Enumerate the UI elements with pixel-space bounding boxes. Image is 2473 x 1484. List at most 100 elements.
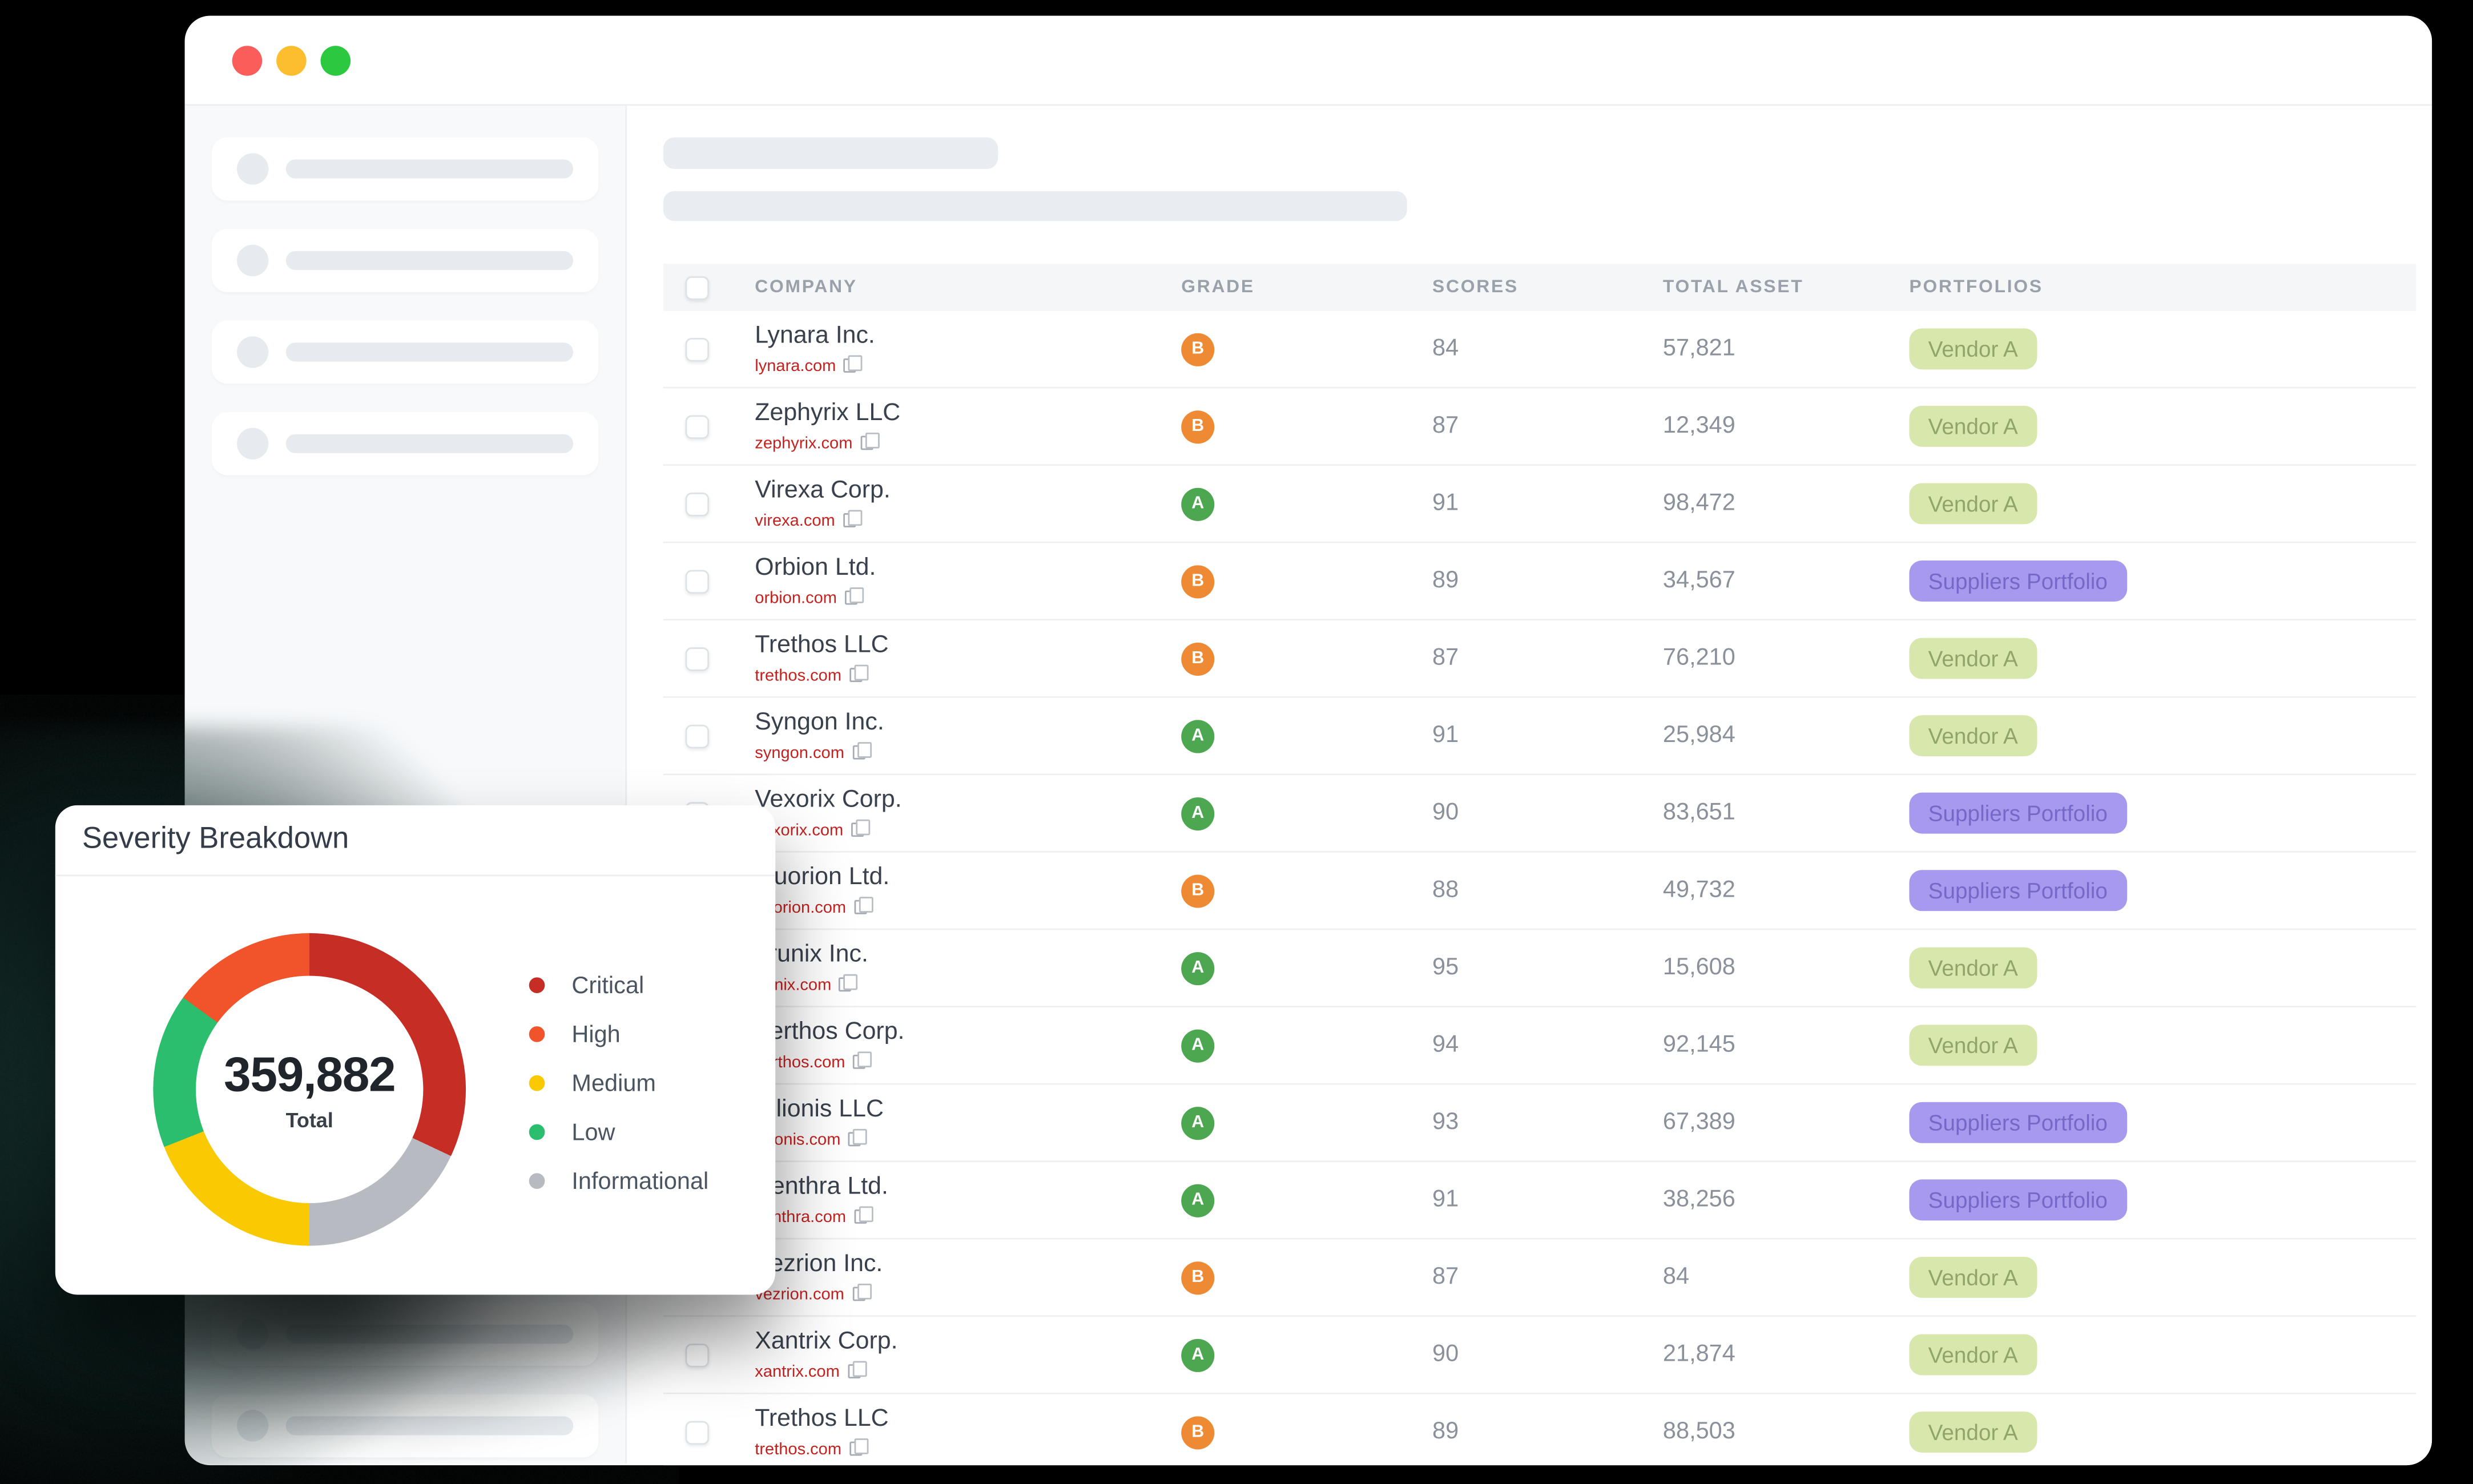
portfolio-badge: Vendor A xyxy=(1909,715,2037,757)
company-domain-link[interactable]: orbion.com xyxy=(755,588,837,607)
sidebar-skeleton-item xyxy=(211,412,599,475)
portfolio-badge: Suppliers Portfolio xyxy=(1909,1101,2127,1144)
portfolio-badge: Vendor A xyxy=(1909,1410,2037,1454)
column-header-grade[interactable]: GRADE xyxy=(1181,277,1255,297)
table-row[interactable]: Syngon Inc. syngon.com A 91 25,984 Vendo… xyxy=(663,697,2416,776)
score-value: 93 xyxy=(1432,1108,1459,1135)
score-value: 95 xyxy=(1432,953,1459,981)
row-checkbox[interactable] xyxy=(685,491,710,516)
legend-dot-icon xyxy=(529,1026,545,1042)
row-checkbox[interactable] xyxy=(685,569,710,593)
company-domain-link[interactable]: virexa.com xyxy=(755,510,835,530)
table-row[interactable]: Trunix Inc. trunix.com A 95 15,608 Vendo… xyxy=(663,930,2416,1007)
copy-icon[interactable] xyxy=(860,433,880,451)
copy-icon[interactable] xyxy=(851,820,871,837)
company-name: Orbion Ltd. xyxy=(755,554,876,581)
row-checkbox[interactable] xyxy=(685,646,710,671)
table-row[interactable]: Xantrix Corp. xantrix.com A 90 21,874 Ve… xyxy=(663,1317,2416,1394)
copy-icon[interactable] xyxy=(853,897,873,915)
sidebar-skeleton-item xyxy=(211,137,599,201)
company-domain-link[interactable]: trethos.com xyxy=(755,665,842,685)
company-domain-link[interactable]: syngon.com xyxy=(755,743,844,762)
grade-badge: B xyxy=(1181,332,1215,366)
legend-label: Low xyxy=(571,1118,615,1146)
column-header-company[interactable]: COMPANY xyxy=(755,277,857,297)
portfolio-badge: Vendor A xyxy=(1909,1024,2037,1067)
table-row[interactable]: Vilionis LLC vilionis.com A 93 67,389 Su… xyxy=(663,1084,2416,1162)
zoom-button[interactable] xyxy=(320,45,351,75)
company-domain-link[interactable]: trethos.com xyxy=(755,1439,842,1458)
window-body: COMPANY GRADE SCORES TOTAL ASSET PORTFOL… xyxy=(184,106,2432,1466)
copy-icon[interactable] xyxy=(843,510,862,528)
row-checkbox[interactable] xyxy=(685,414,710,438)
table-row[interactable]: Trethos LLC trethos.com B 87 76,210 Vend… xyxy=(663,620,2416,698)
company-name: Xenthra Ltd. xyxy=(755,1173,888,1200)
table-row[interactable]: Vexorix Corp. vexorix.com A 90 83,651 Su… xyxy=(663,775,2416,853)
table-row[interactable]: Lynara Inc. lynara.com B 84 57,821 Vendo… xyxy=(663,310,2416,389)
severity-card-title: Severity Breakdown xyxy=(82,822,349,856)
grade-badge: B xyxy=(1181,874,1215,908)
severity-donut-chart: 359,882 Total xyxy=(153,933,466,1246)
copy-icon[interactable] xyxy=(849,1438,869,1457)
donut-center: 359,882 Total xyxy=(196,975,424,1203)
grade-badge: A xyxy=(1181,1106,1215,1139)
table-row[interactable]: Virexa Corp. virexa.com A 91 98,472 Vend… xyxy=(663,466,2416,543)
copy-icon[interactable] xyxy=(853,1052,872,1070)
copy-icon[interactable] xyxy=(847,1361,867,1379)
table-row[interactable]: Orbion Ltd. orbion.com B 89 34,567 Suppl… xyxy=(663,543,2416,621)
skeleton-circle xyxy=(236,428,269,459)
table-row[interactable]: Vezrion Inc. vezrion.com B 87 84 Vendor … xyxy=(663,1239,2416,1317)
copy-icon[interactable] xyxy=(844,587,864,606)
page-title-skeleton xyxy=(663,137,998,169)
copy-icon[interactable] xyxy=(848,1129,868,1147)
copy-icon[interactable] xyxy=(844,356,863,373)
legend-dot-icon xyxy=(529,1173,545,1189)
legend-item: High xyxy=(529,1018,709,1050)
table-row[interactable]: Zephyrix LLC zephyrix.com B 87 12,349 Ve… xyxy=(663,388,2416,466)
total-asset-value: 98,472 xyxy=(1662,489,1735,517)
traffic-lights xyxy=(232,45,351,75)
select-all-checkbox[interactable] xyxy=(685,275,710,300)
total-asset-value: 84 xyxy=(1662,1263,1690,1291)
minimize-button[interactable] xyxy=(276,45,307,75)
portfolio-badge: Vendor A xyxy=(1909,1333,2037,1376)
column-header-portfolios[interactable]: PORTFOLIOS xyxy=(1909,277,2043,297)
copy-icon[interactable] xyxy=(852,742,871,760)
table-row[interactable]: Verthos Corp. verthos.com A 94 92,145 Ve… xyxy=(663,1007,2416,1085)
copy-icon[interactable] xyxy=(839,974,859,992)
sidebar-skeleton-item xyxy=(211,229,599,292)
grade-badge: B xyxy=(1181,1260,1215,1294)
total-asset-value: 67,389 xyxy=(1662,1108,1735,1135)
row-checkbox[interactable] xyxy=(685,724,710,748)
table-row[interactable]: Quorion Ltd. quorion.com B 88 49,732 Sup… xyxy=(663,852,2416,930)
company-domain-link[interactable]: lynara.com xyxy=(755,356,836,375)
skeleton-bar xyxy=(285,434,574,453)
column-header-total-asset[interactable]: TOTAL ASSET xyxy=(1662,277,1804,297)
table-row[interactable]: Trethos LLC trethos.com B 89 88,503 Vend… xyxy=(663,1394,2416,1466)
company-domain-link[interactable]: xantrix.com xyxy=(755,1361,840,1381)
legend-label: Informational xyxy=(571,1167,709,1195)
copy-icon[interactable] xyxy=(852,1284,871,1302)
company-name: Quorion Ltd. xyxy=(755,864,890,891)
company-domain-link[interactable]: vezrion.com xyxy=(755,1284,844,1304)
titlebar xyxy=(184,15,2432,106)
row-checkbox[interactable] xyxy=(685,337,710,361)
score-value: 91 xyxy=(1432,489,1459,517)
grade-badge: A xyxy=(1181,1338,1215,1372)
copy-icon[interactable] xyxy=(849,665,869,683)
score-value: 91 xyxy=(1432,721,1459,749)
total-asset-value: 49,732 xyxy=(1662,876,1735,904)
portfolio-badge: Vendor A xyxy=(1909,637,2037,680)
table-row[interactable]: Xenthra Ltd. xenthra.com A 91 38,256 Sup… xyxy=(663,1162,2416,1240)
legend-dot-icon xyxy=(529,1124,545,1140)
copy-icon[interactable] xyxy=(853,1207,873,1224)
page-subtitle-skeleton xyxy=(663,191,1407,221)
close-button[interactable] xyxy=(232,45,263,75)
grade-badge: A xyxy=(1181,1029,1215,1062)
severity-breakdown-card: Severity Breakdown 359,882 Total Critica… xyxy=(55,805,776,1295)
total-asset-value: 21,874 xyxy=(1662,1340,1735,1368)
portfolio-badge: Suppliers Portfolio xyxy=(1909,1179,2127,1221)
company-domain-link[interactable]: zephyrix.com xyxy=(755,433,853,453)
grade-badge: A xyxy=(1181,796,1215,830)
column-header-scores[interactable]: SCORES xyxy=(1432,277,1519,297)
